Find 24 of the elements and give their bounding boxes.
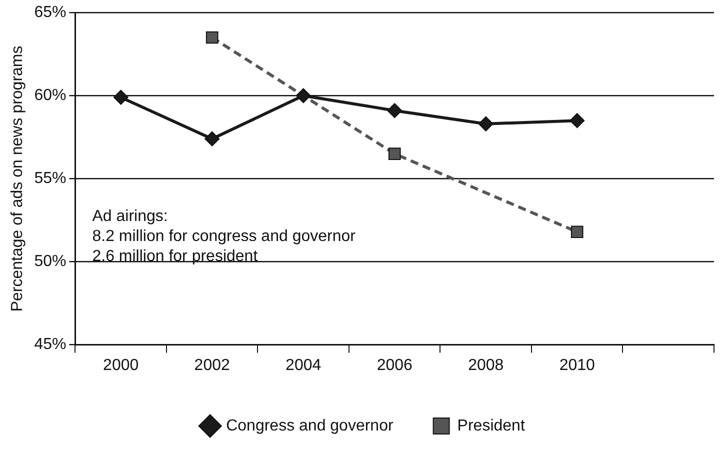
- point: [478, 116, 494, 132]
- point: [296, 88, 311, 104]
- y-tick-label: 65%: [34, 4, 66, 22]
- annotation: Ad airings: 8.2 million for congress and governor 2.6 million for president: [92, 208, 356, 266]
- y-axis-title: Percentage of ads on news programs: [9, 46, 26, 312]
- point: [387, 103, 402, 118]
- x-tick-label: 2006: [376, 356, 413, 374]
- legend-label: Congress and governor: [226, 417, 394, 434]
- x-tick-label: 2008: [468, 356, 504, 374]
- point: [206, 31, 218, 44]
- x-tick-label: 2002: [194, 356, 230, 374]
- y-tick-label: 45%: [34, 336, 66, 354]
- y-tick-label: 50%: [34, 253, 66, 270]
- point: [570, 113, 585, 128]
- x-tick-label: 2000: [103, 356, 139, 374]
- x-tick-label: 2004: [286, 356, 322, 374]
- point: [113, 90, 128, 105]
- point: [388, 148, 401, 160]
- point: [204, 131, 220, 146]
- x-tick-label: 2010: [559, 356, 596, 374]
- point: [570, 226, 584, 238]
- y-tick-label: 55%: [34, 170, 66, 188]
- y-tick-label: 60%: [34, 87, 66, 104]
- legend-label: President: [457, 417, 526, 434]
